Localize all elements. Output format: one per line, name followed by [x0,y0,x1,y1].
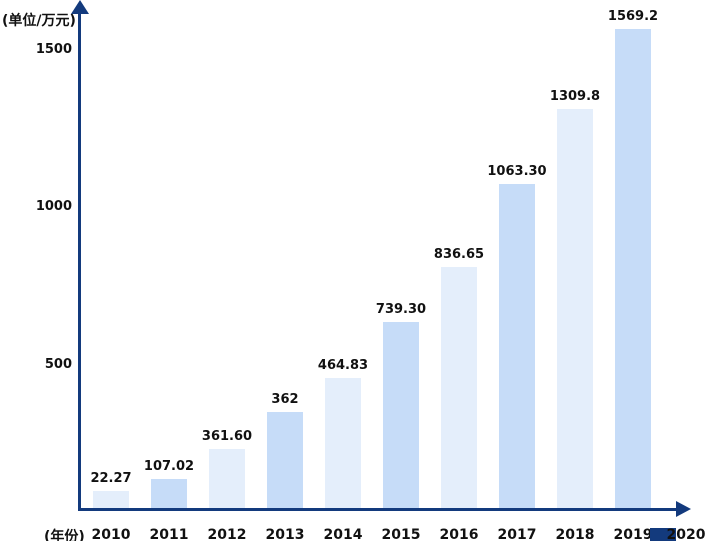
x-tick-label-2015: 2015 [381,527,421,541]
bar-2010 [93,491,129,508]
bar-2019 [615,29,651,508]
x-tick-label-2018: 2018 [555,527,595,541]
bar-value-label-2011: 107.02 [143,459,195,474]
x-axis-line [78,508,678,511]
x-tick-label-2011: 2011 [149,527,189,541]
y-tick-label-500: 500 [44,357,72,372]
y-axis-arrow-icon [71,0,89,14]
bar-2014 [325,378,361,508]
bar-2017 [499,184,535,508]
x-axis-title: (年份) [44,529,85,541]
x-tick-label-2019: 2019 [613,527,653,541]
y-axis-line [78,8,81,511]
bar-2015 [383,322,419,508]
x-axis-arrow-icon [676,501,691,517]
bar-2018 [557,109,593,508]
bar-value-label-2018: 1309.8 [549,89,601,104]
x-tick-label-2016: 2016 [439,527,479,541]
x-tick-label-2020: 2020 [666,527,706,541]
bar-2016 [441,267,477,508]
bar-2012 [209,449,245,508]
bar-value-label-2013: 362 [271,392,299,407]
bar-value-label-2019: 1569.2 [607,9,659,24]
bar-value-label-2012: 361.60 [201,429,253,444]
y-tick-label-1000: 1000 [35,199,72,214]
x-tick-label-2012: 2012 [207,527,247,541]
bar-value-label-2015: 739.30 [375,302,427,317]
x-tick-label-2013: 2013 [265,527,305,541]
bar-value-label-2017: 1063.30 [487,164,547,179]
bar-2013 [267,412,303,508]
unit-label: (单位/万元) [2,13,76,29]
x-tick-label-2017: 2017 [497,527,537,541]
x-tick-label-2014: 2014 [323,527,363,541]
bar-2011 [151,479,187,508]
x-tick-label-2010: 2010 [91,527,131,541]
bar-value-label-2016: 836.65 [433,247,485,262]
bar-value-label-2014: 464.83 [317,358,369,373]
y-tick-label-1500: 1500 [35,42,72,57]
bar-value-label-2010: 22.27 [90,471,132,486]
x-axis-arrow-block [650,528,676,541]
